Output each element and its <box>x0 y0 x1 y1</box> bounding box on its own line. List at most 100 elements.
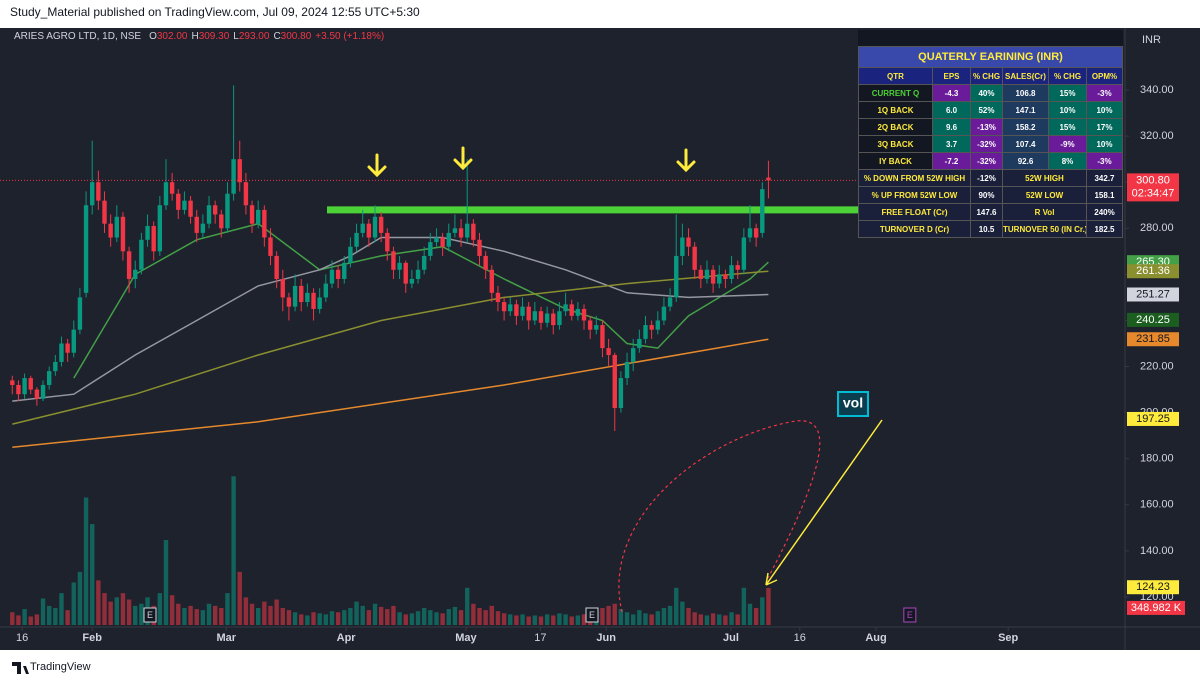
volume-bar <box>231 476 236 625</box>
moving-average <box>12 338 769 448</box>
candle-body <box>145 225 150 240</box>
volume-label: 348.982 K <box>1131 602 1182 614</box>
candle-body <box>126 251 132 279</box>
volume-bar <box>120 593 126 625</box>
header-cell: EPS <box>932 67 971 85</box>
volume-bar <box>766 587 771 625</box>
candle-body <box>753 228 759 238</box>
candle-body <box>323 283 329 298</box>
candle-body <box>680 237 685 256</box>
volume-bar <box>305 615 310 625</box>
candle-body <box>710 269 716 284</box>
volume-bar <box>348 608 353 625</box>
candle-body <box>317 297 322 309</box>
volume-bar <box>551 615 556 625</box>
volume-bar <box>526 616 531 625</box>
header-cell: QTR <box>858 67 933 85</box>
volume-bar <box>508 614 513 625</box>
volume-bar <box>225 593 230 625</box>
header-text: Study_Material published on TradingView.… <box>10 5 420 19</box>
candle-body <box>372 216 378 238</box>
price-label: 251.27 <box>1136 288 1170 300</box>
price-label: 124.23 <box>1136 581 1170 593</box>
stats-cell: 182.5 <box>1086 220 1123 238</box>
candle-body <box>508 304 513 312</box>
table-cell: 6.0 <box>932 101 971 119</box>
candle-body <box>526 306 531 321</box>
volume-label-box <box>1127 600 1185 615</box>
volume-bar <box>624 612 630 625</box>
candle-body <box>311 292 316 309</box>
table-cell: 3Q BACK <box>858 135 933 153</box>
y-tick-label: 220.00 <box>1140 360 1174 372</box>
candle-body <box>612 355 617 409</box>
candle-body <box>495 292 501 303</box>
table-cell: -32% <box>970 135 1003 153</box>
candle-body <box>471 223 476 240</box>
volume-bar <box>674 587 679 625</box>
arrows <box>367 146 696 178</box>
stats-cell: TURNOVER 50 (IN Cr.) <box>1002 220 1087 238</box>
volume-bar <box>139 603 144 625</box>
candle-body <box>624 361 630 379</box>
header-cell: % CHG <box>970 67 1003 85</box>
candle-body <box>22 378 27 395</box>
volume-bar <box>440 613 445 625</box>
candle-body <box>458 228 464 238</box>
volume-bar <box>735 614 740 625</box>
volume-bar <box>59 593 64 625</box>
y-tick-label: 340.00 <box>1140 84 1174 96</box>
volume-bar <box>329 611 335 625</box>
stats-row: % UP FROM 52W LOW 90% 52W LOW 158.1 <box>858 186 1123 204</box>
candle-body <box>114 216 120 238</box>
candle-body <box>409 278 415 284</box>
table-cell: 106.8 <box>1002 84 1049 102</box>
candle-body <box>139 239 144 270</box>
price-label: 300.80 <box>1136 174 1170 186</box>
volume-bar <box>126 599 132 625</box>
volume-bar <box>397 612 402 625</box>
stats-row: TURNOVER D (Cr) 10.5 TURNOVER 50 (IN Cr.) 1… <box>858 220 1123 238</box>
price-label: 240.25 <box>1136 314 1170 326</box>
y-tick-label: 180.00 <box>1140 453 1174 465</box>
candle-body <box>335 269 341 279</box>
logo <box>12 662 29 674</box>
volume-bar <box>102 593 107 625</box>
volume-bar <box>600 608 605 625</box>
volume-bar <box>10 612 15 625</box>
x-tick-label: May <box>455 632 477 644</box>
y-tick-label: 160.00 <box>1140 499 1174 511</box>
footer-bar <box>0 650 1200 681</box>
volume-bar <box>317 613 322 625</box>
legend-part: 302.00 <box>157 31 188 42</box>
candle-body <box>182 200 187 210</box>
vol-arrow <box>765 419 883 586</box>
volume-bar <box>667 605 673 625</box>
candle-body <box>176 193 181 210</box>
currency: INR <box>1142 34 1161 46</box>
candle-body <box>434 237 439 243</box>
table-cell: -3% <box>1086 152 1123 170</box>
candle-body <box>151 225 156 252</box>
table-cell: 1Q BACK <box>858 101 933 119</box>
table-cell: CURRENT Q <box>858 84 933 102</box>
volume-bar <box>182 608 187 625</box>
volume-bar <box>698 614 704 625</box>
volume-bar <box>477 608 482 625</box>
table-cell: 40% <box>970 84 1003 102</box>
table-cell: 8% <box>1048 152 1087 170</box>
stats-cell: % UP FROM 52W LOW <box>858 186 971 204</box>
table-cell: -9% <box>1048 135 1087 153</box>
legend: ARIES AGRO LTD, 1D, NSE O302.00 H309.30 L29… <box>14 31 384 42</box>
price-label-box <box>1127 264 1179 279</box>
table-cell: 15% <box>1048 84 1087 102</box>
x-tick-label: Mar <box>216 632 236 644</box>
candle-body <box>446 232 451 247</box>
table-cell: 2Q BACK <box>858 118 933 136</box>
candle-body <box>90 182 95 206</box>
volume-bar <box>237 571 242 625</box>
volume-bar <box>630 614 636 625</box>
volume-bar <box>280 608 285 625</box>
volume-bar <box>452 606 458 625</box>
volume-bar <box>434 612 439 625</box>
